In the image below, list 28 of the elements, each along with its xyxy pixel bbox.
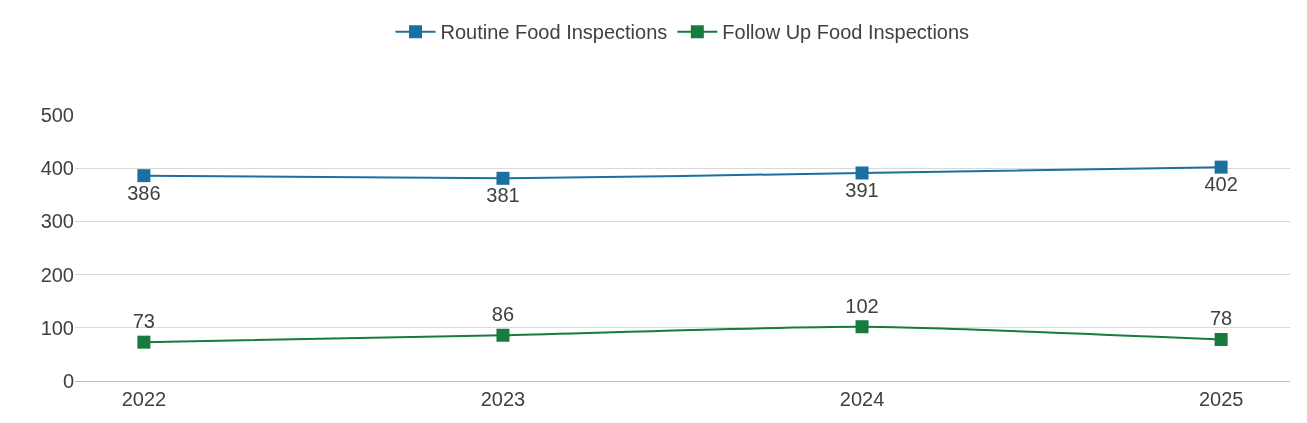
y-tick-label: 300 — [40, 210, 74, 233]
data-label: 78 — [1210, 307, 1233, 330]
y-tick-label: 400 — [40, 157, 74, 180]
y-tick-label: 100 — [40, 316, 74, 339]
point — [855, 320, 869, 334]
legend-label: Follow Up Food Inspections — [722, 21, 970, 44]
data-label: 386 — [127, 181, 161, 204]
x-tick-label: 2025 — [1198, 388, 1244, 410]
point — [137, 335, 151, 349]
y-tick-label: 200 — [40, 263, 74, 286]
x-tick-label: 2023 — [480, 388, 526, 410]
data-label: 102 — [845, 294, 879, 317]
data-label: 402 — [1204, 173, 1238, 196]
x-tick-label: 2022 — [121, 388, 167, 410]
y-tick-label: 500 — [40, 104, 74, 126]
point — [496, 171, 510, 185]
data-label: 391 — [845, 179, 879, 202]
data-label: 381 — [486, 184, 520, 207]
point — [496, 328, 510, 342]
point — [1214, 160, 1228, 174]
point — [137, 169, 151, 183]
x-tick-label: 2024 — [839, 388, 885, 410]
legend-label: Routine Food Inspections — [440, 21, 668, 44]
point — [855, 166, 869, 180]
point — [1214, 333, 1228, 346]
data-label: 86 — [491, 303, 515, 326]
data-label: 73 — [132, 310, 156, 333]
y-tick-label: 0 — [62, 370, 74, 392]
